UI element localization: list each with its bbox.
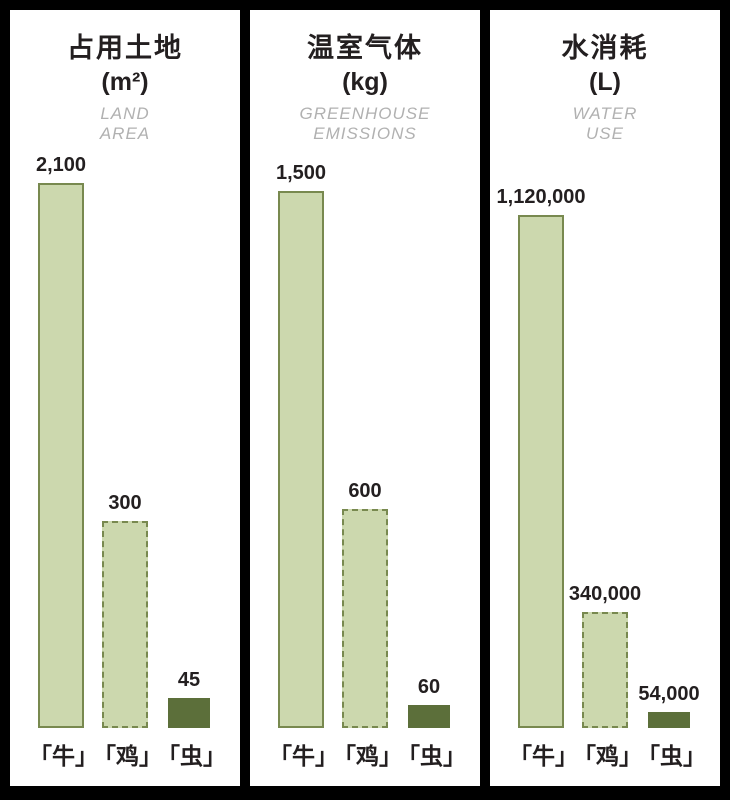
bar-group-cow: 1,120,000 [497,186,586,728]
bar-chart: 1,500 600 60 [250,154,480,728]
subtitle-line: EMISSIONS [313,124,417,144]
category-label-insect: 「虫」 [157,743,226,769]
bar-chart: 1,120,000 340,000 54,000 [490,154,720,728]
chart-unit: (m²) [101,68,149,96]
bar-insect [648,712,690,728]
bar-group-chicken: 340,000 [569,583,641,728]
subtitle-line: WATER [572,104,638,123]
bar-group-insect: 60 [397,676,461,728]
bar-group-insect: 45 [157,669,221,728]
chart-panel-greenhouse-emissions: 温室气体 (kg) GREENHOUSE EMISSIONS 1,500 600… [250,10,480,786]
category-label-chicken: 「鸡」 [333,743,402,769]
category-labels: 「牛」 「鸡」 「虫」 [490,728,720,786]
value-label: 1,500 [275,162,327,184]
subtitle-line: USE [586,124,624,144]
chart-subtitle: LAND AREA [10,104,240,144]
chart-panel-land-area: 占用土地 (m²) LAND AREA 2,100 300 45 「牛」 「鸡 [10,10,240,786]
category-label-chicken: 「鸡」 [573,743,642,769]
value-label: 45 [177,669,201,691]
value-label: 1,120,000 [496,186,586,208]
bar-cow [518,215,564,728]
value-label: 2,100 [35,154,87,176]
chart-subtitle: GREENHOUSE EMISSIONS [250,104,480,144]
chart-title: 温室气体 [307,33,423,63]
chart-unit: (L) [589,68,621,96]
bar-cow [278,191,324,728]
category-label-cow: 「牛」 [269,743,338,769]
category-labels: 「牛」 「鸡」 「虫」 [10,728,240,786]
subtitle-line: LAND [100,104,150,123]
chart-title: 水消耗 [561,33,649,63]
chart-panel-water-use: 水消耗 (L) WATER USE 1,120,000 340,000 54,0… [490,10,720,786]
bar-group-cow: 1,500 [269,162,333,728]
bar-insect [168,698,210,728]
bar-group-chicken: 300 [93,492,157,728]
value-label: 340,000 [568,583,642,605]
chart-subtitle: WATER USE [490,104,720,144]
value-label: 600 [348,480,382,502]
category-label-chicken: 「鸡」 [93,743,162,769]
panel-header: 占用土地 (m²) LAND AREA [10,10,240,154]
value-label: 60 [417,676,441,698]
bar-group-insect: 54,000 [637,683,701,728]
bar-group-chicken: 600 [333,480,397,728]
bar-chicken [102,521,148,728]
panel-header: 温室气体 (kg) GREENHOUSE EMISSIONS [250,10,480,154]
panel-header: 水消耗 (L) WATER USE [490,10,720,154]
category-labels: 「牛」 「鸡」 「虫」 [250,728,480,786]
subtitle-line: GREENHOUSE [299,104,431,123]
bar-group-cow: 2,100 [29,154,93,728]
bar-chicken [582,612,628,728]
category-label-cow: 「牛」 [29,743,98,769]
value-label: 300 [108,492,142,514]
chart-unit: (kg) [342,68,388,96]
chart-title: 占用土地 [67,33,183,63]
bar-cow [38,183,84,728]
category-label-insect: 「虫」 [397,743,466,769]
value-label: 54,000 [638,683,700,705]
bar-insect [408,705,450,728]
subtitle-line: AREA [99,124,151,144]
category-label-insect: 「虫」 [637,743,706,769]
category-label-cow: 「牛」 [509,743,578,769]
bar-chart: 2,100 300 45 [10,154,240,728]
bar-chicken [342,509,388,728]
